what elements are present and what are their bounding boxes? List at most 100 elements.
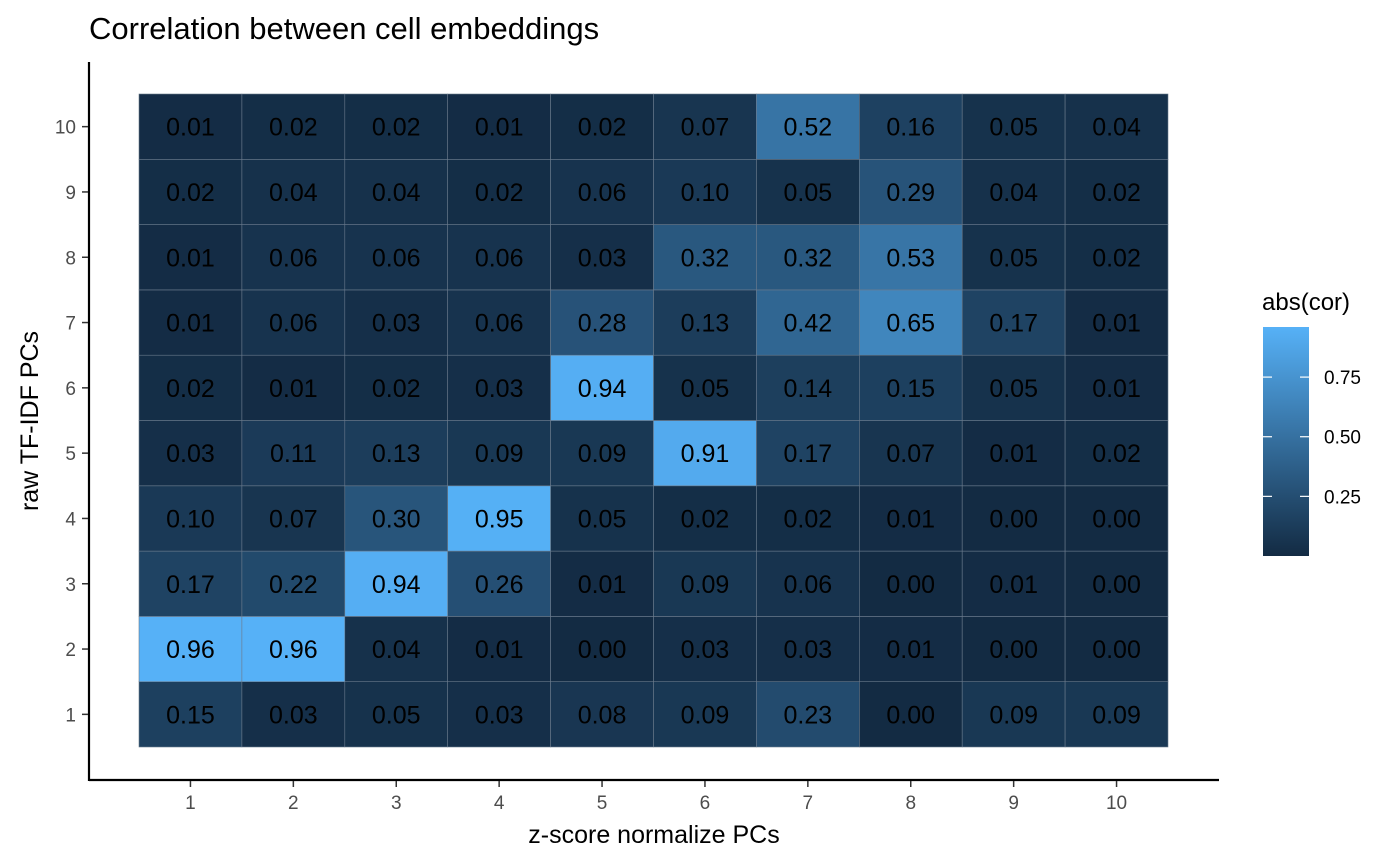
cell-value-label: 0.10 [681, 179, 730, 207]
cell-value-label: 0.08 [578, 701, 627, 729]
heatmap-cell [858, 420, 963, 487]
heatmap-cell [1064, 224, 1169, 291]
cell-value-label: 0.10 [166, 505, 215, 533]
legend-title: abs(cor) [1262, 289, 1350, 316]
heatmap-cell [1064, 159, 1169, 225]
cell-value-label: 0.09 [475, 440, 524, 468]
cell-value-label: 0.06 [784, 571, 833, 599]
heatmap-cell [550, 550, 654, 617]
heatmap-cell [1064, 289, 1169, 356]
cell-value-label: 0.96 [269, 636, 318, 664]
heatmap-cell [858, 159, 963, 225]
cell-value-label: 0.91 [681, 440, 730, 468]
cell-value-label: 0.00 [1092, 505, 1141, 533]
cell-value-label: 0.09 [681, 701, 730, 729]
legend-ticks: 0.25 0.50 0.75 [1263, 368, 1361, 508]
heatmap-cell [138, 93, 243, 160]
heatmap-cell [756, 420, 860, 487]
cell-value-label: 0.09 [681, 571, 730, 599]
cell-value-label: 0.00 [989, 505, 1038, 533]
heatmap-cell [756, 289, 860, 356]
cell-value-label: 0.01 [886, 636, 935, 664]
cell-value-label: 0.04 [269, 179, 318, 207]
cell-value-label: 0.02 [475, 179, 524, 207]
cell-value-label: 0.02 [1092, 440, 1141, 468]
cell-value-label: 0.28 [578, 310, 627, 338]
cell-value-label: 0.01 [1092, 375, 1141, 403]
cell-value-label: 0.32 [784, 244, 833, 272]
cell-value-label: 0.00 [1092, 571, 1141, 599]
y-axis-ticks: 1 2 3 4 5 6 7 8 9 10 [55, 118, 88, 726]
heatmap-cell [447, 354, 551, 421]
x-axis-ticks: 1 2 3 4 5 6 7 8 9 10 [185, 781, 1127, 814]
color-legend: abs(cor) 0.25 0.50 0.75 [1262, 289, 1361, 556]
heatmap-cell [344, 289, 448, 356]
heatmap-cell [447, 681, 551, 748]
heatmap-cell [550, 224, 654, 291]
heatmap-cell [756, 485, 860, 552]
cell-value-label: 0.15 [166, 701, 215, 729]
cell-value-label: 0.02 [784, 505, 833, 533]
heatmap-cell [756, 616, 860, 683]
y-tick-label: 8 [65, 248, 76, 269]
heatmap-cell [550, 93, 654, 160]
cell-value-label: 0.30 [372, 505, 421, 533]
cell-value-label: 0.02 [372, 114, 421, 142]
heatmap-cell [858, 485, 963, 552]
heatmap-cell [241, 616, 346, 683]
cell-value-label: 0.53 [886, 244, 935, 272]
cell-value-label: 0.29 [886, 179, 935, 207]
cell-value-label: 0.17 [784, 440, 833, 468]
heatmap-cells: 0.15 0.03 0.05 0.03 0.08 0.09 0.23 0.00 0.09 0.09… [138, 93, 1169, 748]
x-tick-label: 7 [803, 793, 814, 814]
cell-value-label: 0.14 [784, 375, 833, 403]
cell-value-label: 0.05 [784, 179, 833, 207]
heatmap-cell [961, 550, 1066, 617]
cell-value-label: 0.65 [886, 310, 935, 338]
heatmap-cell [961, 289, 1066, 356]
heatmap-cell [447, 93, 551, 160]
heatmap-cell [241, 93, 346, 160]
heatmap-cell [447, 159, 551, 225]
heatmap-cell [858, 93, 963, 160]
heatmap-cell [344, 616, 448, 683]
heatmap-cell [653, 616, 757, 683]
x-tick-label: 6 [700, 793, 711, 814]
cell-value-label: 0.04 [372, 636, 421, 664]
cell-value-label: 0.01 [475, 114, 524, 142]
heatmap-cell [653, 289, 757, 356]
y-tick-label: 5 [65, 444, 76, 465]
x-tick-label: 8 [905, 793, 916, 814]
cell-value-label: 0.03 [475, 375, 524, 403]
heatmap-cell [550, 420, 654, 487]
heatmap-cell [138, 159, 243, 225]
legend-tick-label: 0.25 [1324, 487, 1361, 508]
y-tick-label: 6 [65, 379, 76, 400]
cell-value-label: 0.01 [269, 375, 318, 403]
heatmap-cell [138, 550, 243, 617]
cell-value-label: 0.02 [578, 114, 627, 142]
heatmap-cell [858, 681, 963, 748]
cell-value-label: 0.06 [269, 310, 318, 338]
cell-value-label: 0.00 [886, 571, 935, 599]
cell-value-label: 0.01 [166, 310, 215, 338]
legend-tick-label: 0.75 [1324, 368, 1361, 389]
cell-value-label: 0.05 [989, 114, 1038, 142]
x-tick-label: 5 [597, 793, 608, 814]
heatmap-cell [241, 420, 346, 487]
cell-value-label: 0.94 [372, 571, 421, 599]
heatmap-cell [344, 224, 448, 291]
cell-value-label: 0.13 [681, 310, 730, 338]
heatmap-cell [858, 616, 963, 683]
x-tick-label: 1 [185, 793, 196, 814]
cell-value-label: 0.16 [886, 114, 935, 142]
cell-value-label: 0.05 [372, 701, 421, 729]
heatmap-cell [447, 224, 551, 291]
x-tick-label: 3 [391, 793, 402, 814]
heatmap-cell [653, 420, 757, 487]
heatmap-cell [756, 224, 860, 291]
heatmap-cell [138, 420, 243, 487]
cell-value-label: 0.05 [681, 375, 730, 403]
heatmap-cell [138, 224, 243, 291]
